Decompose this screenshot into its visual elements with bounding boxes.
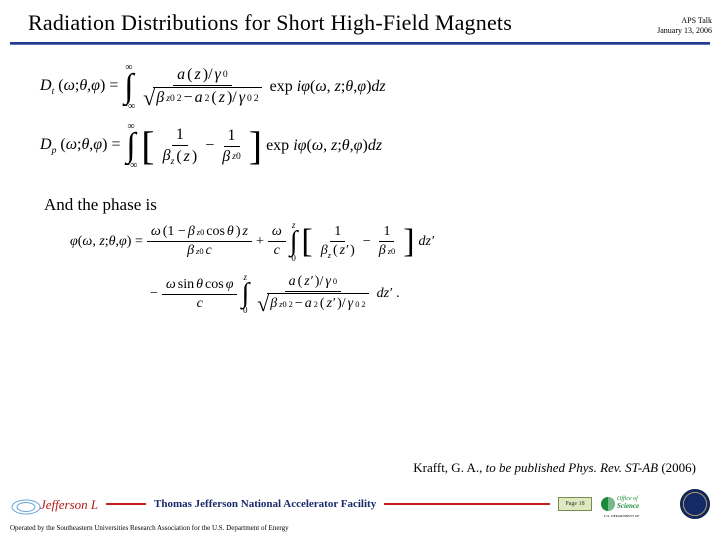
citation-journal: to be published Phys. Rev. ST-AB (486, 460, 658, 475)
equation-Dt: Dt (ω;θ,φ) = ∞ ∫ −∞ a(z)/γ0 βz02 − a2(z)… (40, 63, 700, 112)
slide: Radiation Distributions for Short High-F… (0, 0, 720, 540)
svg-text:Office of: Office of (617, 495, 639, 502)
doe-seal-icon (680, 489, 710, 519)
footer-bar: Jefferson Lab Thomas Jefferson National … (0, 488, 720, 520)
citation-year: (2006) (658, 460, 696, 475)
page-badge: Page 18 (558, 497, 592, 511)
office-of-science-logo: Office of Science U.S. DEPARTMENT OF ENE… (600, 488, 672, 520)
equation-phi-line2: − ω sinθ cosφ c z ∫ 0 a(z′)/γ0 βz02 − a2… (150, 273, 700, 316)
phase-label: And the phase is (44, 195, 700, 215)
meta-line-1: APS Talk (657, 16, 712, 26)
footer: Jefferson Lab Thomas Jefferson National … (0, 488, 720, 540)
header-meta: APS Talk January 13, 2006 (657, 10, 712, 35)
slide-body: Dt (ω;θ,φ) = ∞ ∫ −∞ a(z)/γ0 βz02 − a2(z)… (0, 45, 720, 316)
svg-text:Science: Science (617, 502, 639, 510)
jlab-logo: Jefferson Lab (10, 491, 98, 517)
int-lower: −∞ (122, 102, 135, 112)
slide-title: Radiation Distributions for Short High-F… (28, 10, 512, 36)
title-row: Radiation Distributions for Short High-F… (0, 0, 720, 40)
equation-Dp: Dp (ω;θ,φ) = ∞ ∫ −∞ [ 1 βz(z) − 1 βz0 ] … (40, 122, 700, 171)
meta-line-2: January 13, 2006 (657, 26, 712, 36)
footer-subline: Operated by the Southeastern Universitie… (0, 520, 720, 532)
citation: Krafft, G. A., to be published Phys. Rev… (413, 460, 696, 476)
int-lower: −∞ (125, 161, 138, 171)
citation-author: Krafft, G. A., (413, 460, 485, 475)
equation-phi-line1: φ(ω, z;θ,φ) = ω(1 − βz0 cosθ)z βz0c + ω … (70, 221, 700, 263)
footer-rule-right (384, 503, 550, 505)
footer-center-text: Thomas Jefferson National Accelerator Fa… (154, 498, 376, 510)
svg-text:Jefferson Lab: Jefferson Lab (40, 497, 98, 512)
equation-block: Dt (ω;θ,φ) = ∞ ∫ −∞ a(z)/γ0 βz02 − a2(z)… (40, 63, 700, 316)
svg-text:U.S. DEPARTMENT OF ENERGY: U.S. DEPARTMENT OF ENERGY (604, 514, 640, 518)
footer-rule-left (106, 503, 146, 505)
